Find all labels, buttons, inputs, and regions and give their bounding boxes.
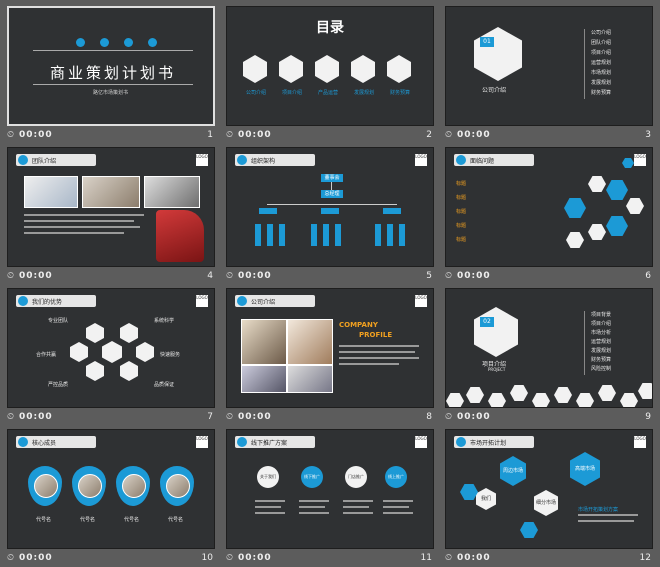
timer-icon: ⏲ — [445, 271, 453, 281]
slide-number: 3 — [645, 130, 651, 140]
slide-number: 1 — [207, 130, 213, 140]
slide-canvas: 商业策划计划书 路亿市场策划书 — [7, 6, 215, 126]
slide-number: 5 — [426, 271, 432, 281]
slide-canvas: 目录 公司介绍 项目介绍 产品运营 发展规划 财务预算 — [226, 6, 434, 126]
slide-canvas: 01 公司介绍 公司介绍 团队介绍 项目介绍 运营规划 市场规划 发展规划 财务… — [445, 6, 653, 126]
slide-canvas: 市场开拓计划 LOGO 周边市场 高端市场 我们 细分市场 市场开拓策划方案 — [445, 429, 653, 549]
timer-icon: ⏲ — [226, 271, 234, 281]
timer-icon: ⏲ — [226, 553, 234, 563]
cover-subtitle: 路亿市场策划书 — [93, 90, 129, 96]
timer-icon: ⏲ — [7, 130, 15, 140]
toc-title: 目录 — [316, 20, 344, 36]
slide-canvas: 02 项目介绍 PROJECT 项目背景 项目介绍 市场分析 运营规划 发展规划… — [445, 288, 653, 408]
slide-canvas: 面临问题 LOGO 标题 标题 标题 标题 标题 — [445, 147, 653, 267]
timer-icon: ⏲ — [445, 130, 453, 140]
slide-canvas: 公司介绍 LOGO COMPANY PROFILE — [226, 288, 434, 408]
slide-number: 6 — [645, 271, 651, 281]
slide-canvas: 团队介绍 LOGO — [7, 147, 215, 267]
slide-number: 2 — [426, 130, 432, 140]
slide-number: 7 — [207, 412, 213, 422]
timer-icon: ⏲ — [7, 553, 15, 563]
slide-number: 9 — [645, 412, 651, 422]
cover-title: 商业策划计划书 — [49, 64, 176, 82]
slide-number: 4 — [207, 271, 213, 281]
timer-icon: ⏲ — [226, 412, 234, 422]
timer-icon: ⏲ — [445, 553, 453, 563]
slide-canvas: 组织架构 LOGO 董事会 总经理 — [226, 147, 434, 267]
slide-canvas: 我们的优势 LOGO 专业团队 系统科学 合作共赢 快速服务 严控品质 品质保证 — [7, 288, 215, 408]
timer-icon: ⏲ — [445, 412, 453, 422]
timer-icon: ⏲ — [7, 271, 15, 281]
slide-number: 10 — [201, 553, 213, 563]
slide-canvas: 线下推广方案 LOGO 关于我们 线下推广 门店推广 线上推广 — [226, 429, 434, 549]
slide-number: 12 — [639, 553, 651, 563]
timer-icon: ⏲ — [226, 130, 234, 140]
slide-number: 11 — [420, 553, 432, 563]
slide-number: 8 — [426, 412, 432, 422]
slide-canvas: 核心成员 LOGO 代号名 代号名 代号名 代号名 — [7, 429, 215, 549]
timer-icon: ⏲ — [7, 412, 15, 422]
